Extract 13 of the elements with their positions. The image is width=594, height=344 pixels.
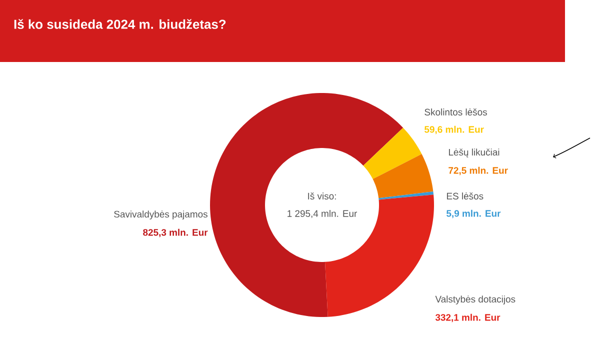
data-label: 72,5 mln. Eur — [448, 166, 508, 176]
slice-label: Savivaldybės pajamos — [114, 210, 208, 220]
text: 1 295,4 mln. Eur — [288, 210, 358, 218]
text: Iš viso: — [308, 192, 336, 200]
slice-label: ES lėšos — [446, 192, 484, 200]
data-label: 825,3 mln. Eur — [143, 228, 208, 238]
chart-title: Iš ko susideda 2024 m. biudžetas? — [14, 19, 226, 29]
slice-label: Skolintos lėšos — [424, 108, 487, 116]
slice-label: Lėšų likučiai — [448, 148, 500, 158]
data-label: 332,1 mln. Eur — [435, 314, 500, 322]
data-label: 5,9 mln. Eur — [446, 210, 501, 218]
slice-label: Valstybės dotacijos — [435, 296, 516, 304]
data-label: 59,6 mln. Eur — [424, 126, 484, 134]
